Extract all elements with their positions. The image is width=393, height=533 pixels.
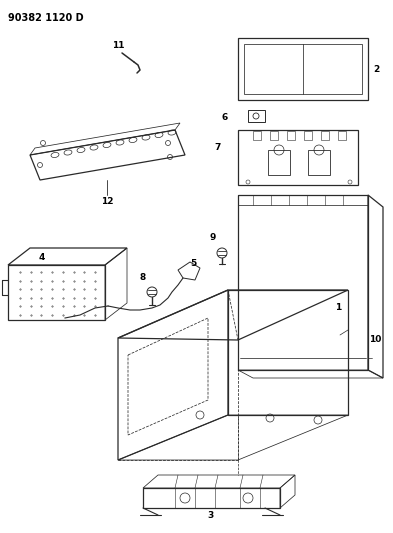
Text: 9: 9 xyxy=(210,233,216,243)
Text: 2: 2 xyxy=(373,66,379,75)
Text: 5: 5 xyxy=(190,260,196,269)
Text: 6: 6 xyxy=(222,114,228,123)
Text: 1: 1 xyxy=(335,303,341,312)
Text: 8: 8 xyxy=(140,273,146,282)
Text: 4: 4 xyxy=(39,254,45,262)
Text: 7: 7 xyxy=(215,143,221,152)
Text: 3: 3 xyxy=(207,511,213,520)
Text: 90382 1120 D: 90382 1120 D xyxy=(8,13,84,23)
Text: 12: 12 xyxy=(101,198,113,206)
Text: 10: 10 xyxy=(369,335,381,344)
Text: 11: 11 xyxy=(112,42,124,51)
